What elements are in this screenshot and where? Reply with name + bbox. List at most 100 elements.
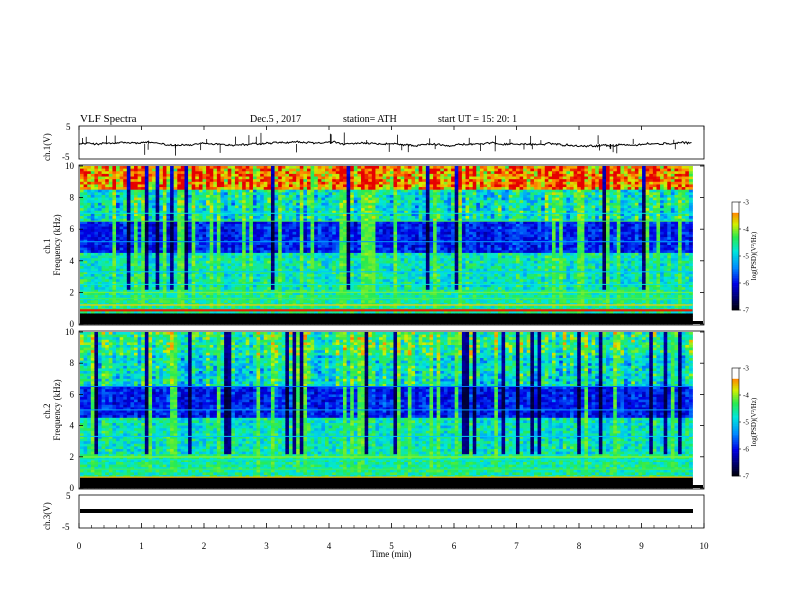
spectrogram-cell: [112, 216, 117, 220]
spectrogram-cell: [162, 279, 167, 283]
spectrogram-cell: [260, 260, 265, 264]
spectrogram-cell: [123, 197, 128, 201]
spectrogram-cell: [368, 263, 373, 267]
spectrogram-cell: [321, 242, 326, 246]
spectrogram-cell: [321, 297, 326, 301]
spectrogram-cell: [249, 197, 254, 201]
spectrogram-cell: [177, 247, 182, 251]
spectrogram-cell: [227, 281, 232, 285]
spectrogram-cell: [166, 192, 171, 196]
spectrogram-cell: [242, 205, 247, 209]
spectrogram-cell: [101, 189, 106, 193]
spectrogram-cell: [170, 297, 175, 301]
spectrogram-cell: [105, 260, 110, 264]
spectrogram-cell: [134, 245, 139, 249]
spectrogram-cell: [231, 213, 236, 217]
spectrogram-cell: [364, 258, 369, 262]
spectrogram-cell: [267, 245, 272, 249]
spectrogram-cell: [209, 292, 214, 296]
spectrogram-cell: [317, 208, 322, 212]
spectrogram-cell: [83, 289, 88, 293]
spectrogram-cell: [116, 279, 121, 283]
spectrogram-cell: [152, 234, 157, 238]
spectrogram-cell: [206, 316, 211, 320]
spectrogram-cell: [188, 258, 193, 262]
spectrogram-cell: [314, 221, 319, 225]
spectrogram-cell: [339, 223, 344, 227]
spectrogram-cell: [209, 166, 214, 170]
spectrogram-cell: [202, 242, 207, 246]
spectrogram-cell: [256, 221, 261, 225]
spectrogram-cell: [191, 252, 196, 256]
spectrogram-cell: [227, 208, 232, 212]
spectrogram-cell: [170, 234, 175, 238]
spectrogram-cell: [328, 210, 333, 214]
spectrogram-cell: [339, 271, 344, 275]
spectrogram-cell: [83, 184, 88, 188]
spectrogram-cell: [170, 258, 175, 262]
spectrogram-cell: [141, 216, 146, 220]
spectrogram-cell: [306, 289, 311, 293]
spectrogram-cell: [321, 284, 326, 288]
spectrogram-cell: [346, 245, 351, 249]
spectrogram-cell: [263, 171, 268, 175]
spectrogram-cell: [80, 229, 84, 233]
spectrogram-cell: [252, 179, 257, 183]
spectrogram-cell: [368, 260, 373, 264]
spectrogram-cell: [220, 192, 225, 196]
spectrogram-cell: [144, 237, 149, 241]
spectrogram-cell: [274, 245, 279, 249]
spectrogram-cell: [188, 247, 193, 251]
spectrogram-cell: [202, 237, 207, 241]
spectrogram-cell: [220, 295, 225, 299]
spectrogram-cell: [148, 210, 153, 214]
spectrogram-cell: [343, 276, 348, 280]
spectrogram-cell: [155, 255, 160, 259]
spectrogram-cell: [130, 297, 135, 301]
spectrogram-cell: [325, 279, 329, 283]
spectrogram-cell: [213, 179, 218, 183]
spectrogram-cell: [112, 318, 117, 322]
spectrogram-cell: [184, 229, 189, 233]
spectrogram-cell: [343, 208, 348, 212]
spectrogram-cell: [249, 234, 254, 238]
spectrogram-cell: [292, 213, 297, 217]
spectrogram-cell: [314, 295, 319, 299]
spectrogram-cell: [191, 187, 196, 191]
spectrogram-cell: [162, 184, 167, 188]
spectrogram-cell: [170, 279, 175, 283]
spectrogram-cell: [256, 216, 261, 220]
spectrogram-cell: [80, 192, 84, 196]
spectrogram-cell: [116, 208, 121, 212]
spectrogram-cell: [130, 171, 135, 175]
spectrogram-cell: [130, 229, 135, 233]
spectrogram-cell: [296, 181, 301, 185]
spectrogram-cell: [242, 166, 247, 170]
spectrogram-cell: [98, 318, 103, 322]
spectrogram-cell: [260, 276, 265, 280]
spectrogram-cell: [90, 245, 95, 249]
spectrogram-cell: [105, 295, 110, 299]
spectrogram-cell: [371, 173, 376, 177]
spectrogram-cell: [108, 179, 113, 183]
spectrogram-cell: [339, 181, 344, 185]
spectrogram-cell: [159, 168, 164, 172]
spectrogram-cell: [288, 166, 293, 170]
spectrogram-cell: [249, 250, 254, 254]
spectrogram-cell: [296, 176, 301, 180]
spectrogram-cell: [188, 189, 193, 193]
spectrogram-cell: [116, 310, 121, 314]
spectrogram-cell: [353, 300, 358, 304]
spectrogram-cell: [137, 268, 142, 272]
spectrogram-cell: [159, 260, 164, 264]
spectrogram-cell: [119, 179, 124, 183]
spectrogram-cell: [216, 247, 221, 251]
spectrogram-cell: [162, 289, 167, 293]
spectrogram-cell: [220, 247, 225, 251]
spectrogram-cell: [101, 176, 106, 180]
spectrogram-cell: [108, 250, 113, 254]
spectrogram-cell: [328, 187, 333, 191]
spectrogram-cell: [371, 300, 376, 304]
spectrogram-cell: [101, 223, 106, 227]
spectrogram-cell: [339, 268, 344, 272]
